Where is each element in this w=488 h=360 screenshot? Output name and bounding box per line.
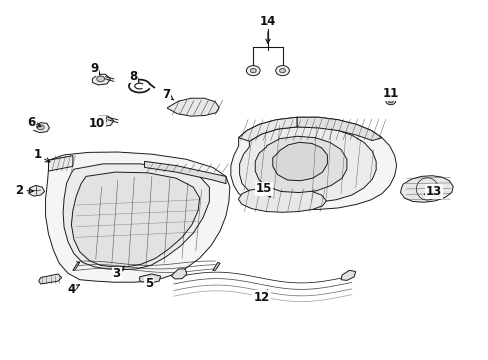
Polygon shape — [140, 274, 160, 283]
Text: 4: 4 — [67, 283, 79, 296]
Text: 15: 15 — [255, 183, 272, 197]
Text: 10: 10 — [89, 117, 106, 130]
Text: 9: 9 — [90, 62, 100, 75]
Circle shape — [98, 118, 106, 124]
Text: 13: 13 — [424, 185, 441, 198]
Polygon shape — [171, 269, 186, 279]
Polygon shape — [39, 274, 61, 284]
Text: 11: 11 — [382, 87, 398, 100]
Polygon shape — [212, 262, 220, 270]
Polygon shape — [167, 98, 219, 116]
Polygon shape — [92, 74, 110, 85]
Polygon shape — [32, 123, 49, 133]
Text: 5: 5 — [145, 278, 153, 291]
Text: 14: 14 — [259, 15, 276, 43]
Polygon shape — [340, 270, 355, 280]
Text: 7: 7 — [162, 88, 173, 101]
Polygon shape — [272, 142, 327, 181]
Circle shape — [387, 99, 392, 103]
Polygon shape — [48, 156, 73, 171]
Text: 2: 2 — [15, 184, 33, 197]
Circle shape — [246, 66, 260, 76]
Polygon shape — [71, 172, 199, 267]
Polygon shape — [255, 136, 346, 193]
Text: 1: 1 — [33, 148, 50, 162]
Polygon shape — [230, 117, 396, 210]
Polygon shape — [45, 152, 229, 282]
Circle shape — [250, 68, 256, 73]
Polygon shape — [144, 161, 225, 184]
Circle shape — [37, 125, 44, 130]
Polygon shape — [297, 117, 381, 140]
Circle shape — [385, 98, 395, 105]
Circle shape — [279, 68, 285, 73]
Polygon shape — [73, 262, 80, 270]
Polygon shape — [238, 187, 326, 212]
Circle shape — [97, 76, 104, 82]
Polygon shape — [91, 116, 114, 126]
Polygon shape — [239, 127, 375, 202]
Text: 3: 3 — [112, 266, 124, 280]
Polygon shape — [400, 176, 452, 202]
Text: 6: 6 — [27, 116, 41, 129]
Circle shape — [275, 66, 289, 76]
Text: 8: 8 — [129, 69, 139, 82]
Text: 12: 12 — [253, 290, 269, 304]
Polygon shape — [63, 164, 209, 270]
Polygon shape — [29, 185, 44, 196]
Polygon shape — [238, 117, 297, 141]
